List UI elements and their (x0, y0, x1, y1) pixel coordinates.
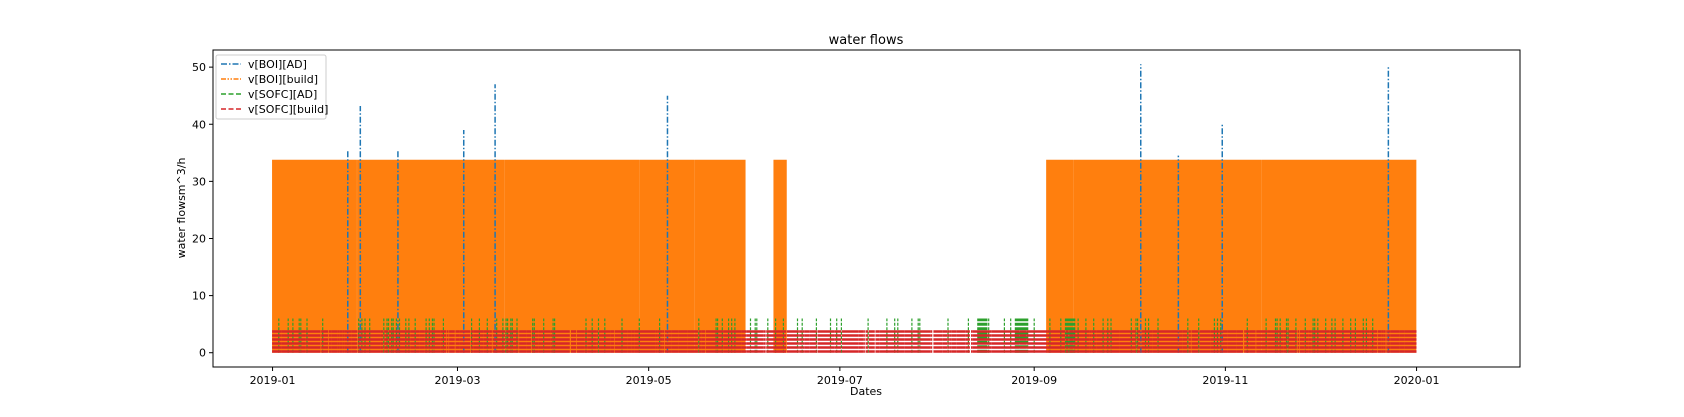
y-tick-label: 40 (192, 118, 206, 131)
x-tick-label: 2019-01 (250, 374, 296, 387)
x-tick-label: 2019-03 (434, 374, 480, 387)
legend-label-boi-ad: v[BOI][AD] (248, 58, 307, 71)
legend-label-sofc-build: v[SOFC][build] (248, 103, 328, 116)
chart-title: water flows (829, 33, 904, 48)
x-tick-label: 2019-11 (1202, 374, 1248, 387)
legend-box (215, 54, 327, 120)
legend: v[BOI][AD] v[BOI][build] v[SOFC][AD] v[S… (215, 54, 328, 120)
x-axis: 2019-01 2019-03 2019-05 2019-07 2019-09 2019-… (250, 367, 1440, 387)
series-boi-build (272, 159, 1417, 353)
y-tick-label: 20 (192, 232, 206, 245)
x-axis-label: Dates (850, 385, 882, 398)
x-tick-label: 2020-01 (1394, 374, 1440, 387)
x-tick-label: 2019-07 (817, 374, 863, 387)
y-axis: 0 10 20 30 40 50 (192, 61, 213, 360)
y-tick-label: 0 (199, 347, 206, 360)
series-layer (272, 64, 1417, 353)
x-tick-label: 2019-05 (626, 374, 672, 387)
legend-label-sofc-ad: v[SOFC][AD] (248, 88, 317, 101)
series-boi-ad (347, 64, 1390, 353)
legend-label-boi-build: v[BOI][build] (248, 73, 318, 86)
plot-frame (212, 49, 1521, 368)
y-tick-label: 50 (192, 61, 206, 74)
y-axis-label: water flowsm^3/h (175, 158, 188, 259)
y-tick-label: 10 (192, 290, 206, 303)
x-tick-label: 2019-09 (1011, 374, 1057, 387)
y-tick-label: 30 (192, 175, 206, 188)
